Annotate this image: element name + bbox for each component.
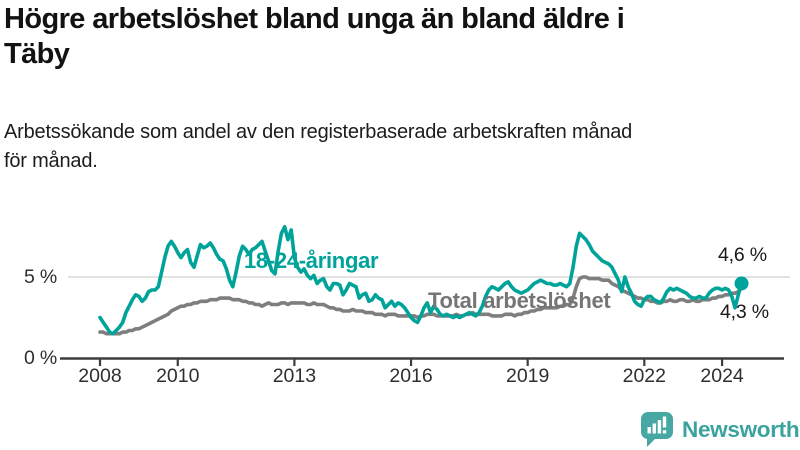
x-axis-tick-label: 2008 bbox=[78, 365, 121, 387]
series-label-total: Total arbetslöshet bbox=[428, 288, 611, 313]
end-value-label-young: 4,6 % bbox=[718, 244, 767, 266]
x-axis-tick-label: 2019 bbox=[506, 365, 549, 387]
x-axis-tick-label: 2010 bbox=[156, 365, 200, 387]
y-axis-label-0: 0 % bbox=[23, 347, 57, 369]
y-axis-label-5: 5 % bbox=[23, 266, 57, 288]
newsworthy-logo-icon bbox=[639, 410, 675, 450]
newsworthy-logo[interactable]: Newsworthy bbox=[639, 410, 800, 450]
page-title: Högre arbetslöshet bland unga än bland ä… bbox=[4, 3, 625, 71]
series-line bbox=[98, 225, 744, 336]
series-end-dot bbox=[734, 276, 749, 291]
series-line bbox=[98, 275, 744, 336]
x-axis-tick-label: 2024 bbox=[700, 365, 744, 387]
chart-subtitle: Arbetssökande som andel av den registerb… bbox=[4, 121, 633, 172]
x-axis-tick-label: 2016 bbox=[389, 365, 432, 387]
newsworthy-logo-text: Newsworthy bbox=[682, 417, 800, 442]
x-axis-tick-label: 2022 bbox=[623, 365, 666, 387]
end-value-label-total: 4,3 % bbox=[720, 301, 769, 323]
x-axis-tick-label: 2013 bbox=[273, 365, 316, 387]
series-label-young: 18-24-åringar bbox=[244, 248, 379, 273]
